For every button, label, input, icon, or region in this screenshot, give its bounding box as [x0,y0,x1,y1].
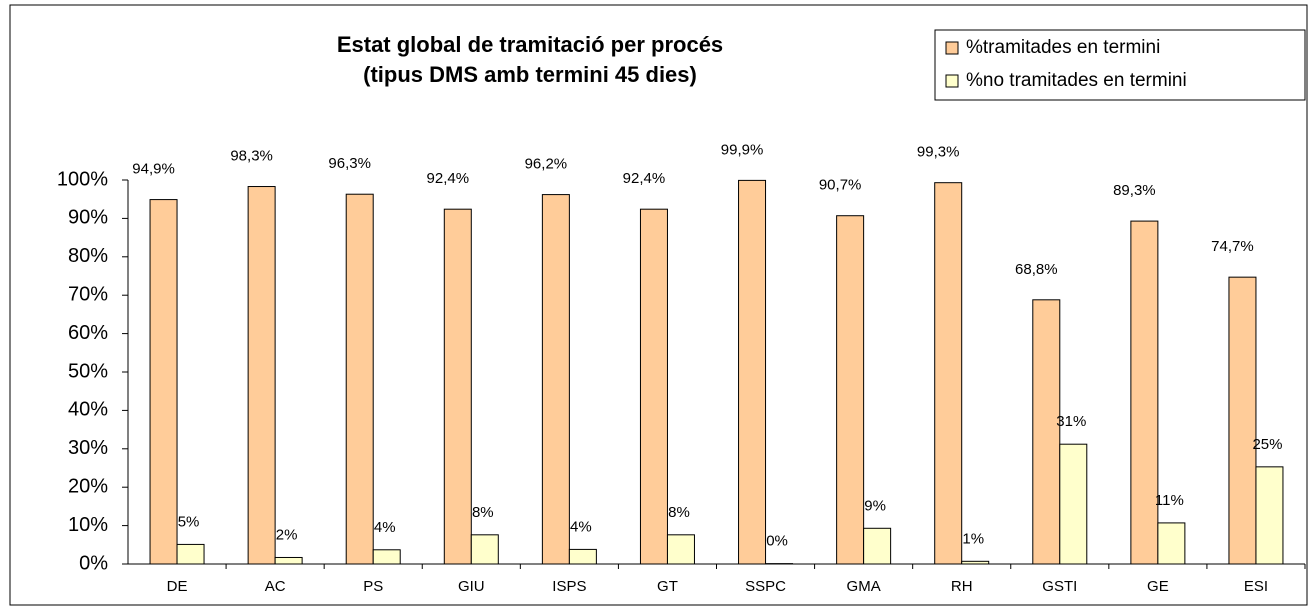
data-label: 96,3% [328,155,371,172]
data-label: 8% [472,504,494,521]
bar [738,179,767,565]
y-tick-label: 30% [68,437,108,459]
x-tick-label: GE [1147,578,1169,595]
y-tick-label: 20% [68,475,108,497]
bar [1130,220,1159,565]
data-label: 4% [374,519,396,536]
y-tick-label: 100% [57,168,108,190]
data-label: 90,7% [819,177,862,194]
data-label: 9% [864,497,886,514]
bar [443,208,472,565]
y-tick-label: 10% [68,514,108,536]
data-label: 31% [1056,413,1086,430]
x-tick-label: PS [363,578,383,595]
data-label: 92,4% [623,170,666,187]
y-tick-label: 50% [68,360,108,382]
x-tick-label: RH [951,578,973,595]
bar [863,527,892,565]
x-tick-label: SSPC [745,578,786,595]
data-label: 94,9% [132,161,175,178]
y-tick-label: 90% [68,207,108,229]
legend-box [934,29,1306,101]
x-tick-label: GMA [847,578,881,595]
data-label: 74,7% [1211,238,1254,255]
x-tick-label: DE [167,578,188,595]
data-label: 1% [962,530,984,547]
bar [1228,276,1257,565]
data-label: 11% [1155,492,1184,509]
bar [274,556,303,565]
bar [1255,466,1284,565]
data-label: 2% [276,526,298,543]
data-label: 98,3% [230,147,273,164]
data-label: 4% [570,518,592,535]
data-label: 99,3% [917,144,960,161]
bar [541,194,570,565]
bar [639,208,668,565]
y-tick-label: 60% [68,322,108,344]
chart-title: Estat global de tramitació per procés [337,32,723,57]
bar [372,549,401,565]
bar [836,215,865,565]
x-tick-label: GT [657,578,678,595]
bar [149,199,178,565]
y-tick-label: 80% [68,245,108,267]
legend-swatch [945,74,959,88]
data-label: 89,3% [1113,182,1156,199]
bar [666,534,695,565]
y-tick-label: 70% [68,283,108,305]
data-label: 0% [766,533,788,550]
bar [934,182,963,565]
x-tick-label: ISPS [552,578,586,595]
bar [568,548,597,565]
data-label: 25% [1252,436,1282,453]
bar [176,543,205,565]
data-label: 8% [668,504,690,521]
x-tick-label: GSTI [1042,578,1077,595]
y-tick-label: 0% [79,552,108,574]
data-label: 5% [178,513,200,530]
data-label: 96,2% [525,156,568,173]
x-tick-label: GIU [458,578,485,595]
bar [1157,522,1186,565]
bar [1032,299,1061,565]
y-tick-label: 40% [68,399,108,421]
data-label: 68,8% [1015,261,1058,278]
x-tick-label: AC [265,578,286,595]
legend-label: %tramitades en termini [966,37,1160,58]
legend-swatch [945,41,959,55]
legend-label: %no tramitades en termini [966,70,1187,91]
bar [1059,443,1088,565]
data-label: 99,9% [721,141,764,158]
bar [470,534,499,565]
data-label: 92,4% [427,170,470,187]
bar [247,186,276,565]
chart-subtitle: (tipus DMS amb termini 45 dies) [363,62,697,87]
bar [961,560,990,565]
x-tick-label: ESI [1244,578,1268,595]
bar [345,193,374,565]
